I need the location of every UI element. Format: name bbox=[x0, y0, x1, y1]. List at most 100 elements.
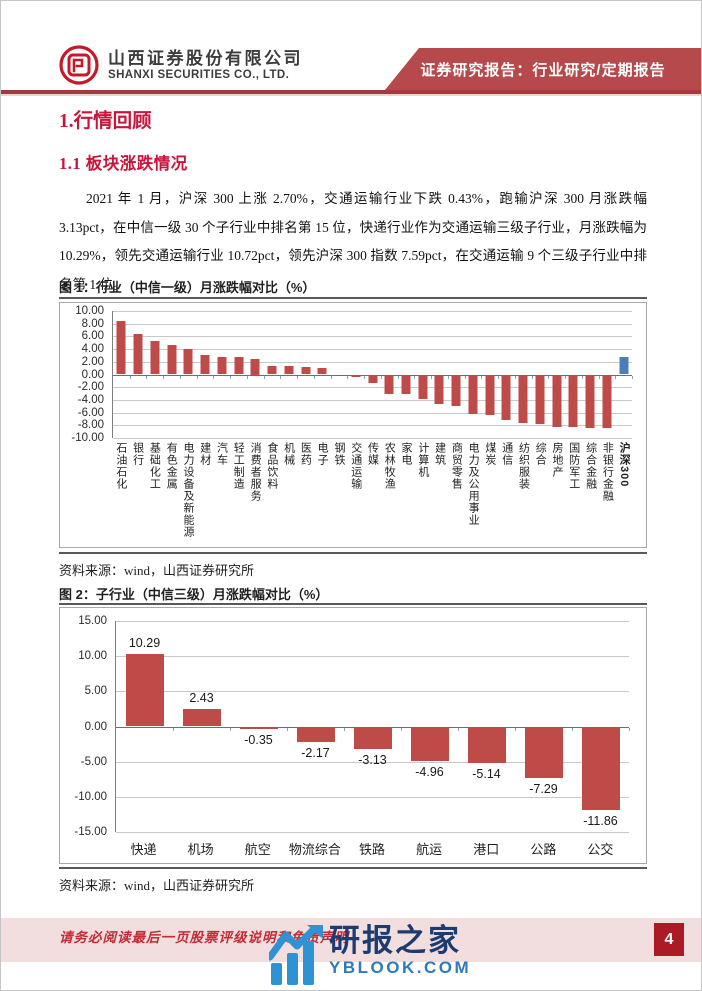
x-label-电力及公用事业: 电力及公用事业 bbox=[467, 442, 480, 526]
value-label-航运: -4.96 bbox=[415, 765, 444, 780]
gridline bbox=[113, 412, 632, 414]
bar-电力设备及新能源 bbox=[183, 349, 193, 375]
bar-基础化工 bbox=[150, 341, 160, 375]
watermark: 研报之家 YBLOOK.COM bbox=[266, 923, 471, 990]
y-tick-label: 2.00 bbox=[81, 355, 104, 368]
x-tick bbox=[146, 375, 148, 379]
page-number: 4 bbox=[654, 923, 684, 956]
x-label-食品饮料: 食品饮料 bbox=[265, 442, 278, 490]
company-logo-block: 山西证券股份有限公司 SHANXI SECURITIES CO., LTD. bbox=[59, 45, 303, 85]
figure2-source: 资料来源：wind，山西证券研究所 bbox=[59, 878, 255, 893]
figure2-top-rule bbox=[59, 603, 647, 605]
x-tick bbox=[548, 375, 550, 379]
gridline bbox=[113, 323, 632, 325]
x-tick bbox=[514, 375, 516, 379]
y-tick-label: 10.00 bbox=[78, 650, 107, 663]
gridline bbox=[116, 691, 629, 693]
x-label-铁路: 铁路 bbox=[358, 842, 386, 857]
x-tick bbox=[179, 375, 181, 379]
watermark-title: 研报之家 bbox=[329, 923, 461, 958]
bar-传媒 bbox=[368, 374, 377, 383]
figure1-plot-area bbox=[112, 311, 633, 439]
y-tick-label: -10.00 bbox=[74, 790, 107, 803]
x-tick bbox=[280, 375, 282, 379]
gridline bbox=[113, 399, 632, 401]
x-label-钢铁: 钢铁 bbox=[332, 442, 345, 466]
bar-公路 bbox=[524, 726, 563, 778]
bar-汽车 bbox=[217, 356, 227, 375]
bar-沪深300 bbox=[619, 357, 629, 375]
y-tick-label: -5.00 bbox=[80, 755, 107, 768]
x-label-物流综合: 物流综合 bbox=[288, 842, 341, 857]
y-tick-label: 5.00 bbox=[84, 685, 107, 698]
value-label-公交: -11.86 bbox=[583, 813, 618, 828]
x-label-公路: 公路 bbox=[530, 842, 557, 857]
x-tick bbox=[129, 375, 131, 379]
bar-铁路 bbox=[353, 726, 392, 749]
bar-医药 bbox=[301, 366, 311, 375]
bar-商贸零售 bbox=[451, 374, 461, 407]
bar-计算机 bbox=[418, 374, 428, 399]
x-tick bbox=[163, 375, 165, 379]
figure2-bottom-rule bbox=[59, 867, 647, 869]
figure2-y-axis: 15.00 10.00 5.00 0.00 -5.00 -10.00 -15.00 bbox=[60, 615, 113, 838]
gridline bbox=[113, 349, 632, 351]
y-tick-label: -10.00 bbox=[71, 432, 104, 444]
x-label-建筑: 建筑 bbox=[433, 442, 446, 466]
x-tick bbox=[230, 727, 231, 731]
x-tick bbox=[481, 375, 483, 379]
bar-有色金属 bbox=[167, 345, 177, 375]
x-tick bbox=[196, 375, 198, 379]
y-tick-label: 10.00 bbox=[75, 305, 104, 317]
x-tick bbox=[246, 375, 248, 379]
bar-电力及公用事业 bbox=[468, 374, 478, 414]
x-label-计算机: 计算机 bbox=[416, 442, 429, 478]
x-label-航空: 航空 bbox=[244, 842, 271, 857]
x-label-港口: 港口 bbox=[473, 842, 500, 857]
y-tick-label: -8.00 bbox=[77, 419, 104, 432]
y-tick-label: 6.00 bbox=[81, 330, 104, 343]
x-label-家电: 家电 bbox=[400, 442, 413, 466]
x-tick bbox=[364, 375, 366, 379]
x-tick bbox=[313, 375, 315, 379]
bar-轻工制造 bbox=[234, 357, 244, 375]
footer-band bbox=[1, 918, 701, 962]
x-label-农林牧渔: 农林牧渔 bbox=[383, 442, 396, 490]
x-tick bbox=[344, 727, 345, 731]
x-label-商贸零售: 商贸零售 bbox=[450, 442, 463, 490]
gridline bbox=[116, 621, 629, 622]
subsection-heading: 1.1 板块涨跌情况 bbox=[59, 154, 188, 173]
x-label-公交: 公交 bbox=[587, 842, 614, 857]
x-label-银行: 银行 bbox=[131, 442, 144, 466]
x-tick bbox=[464, 375, 466, 379]
x-label-消费者服务: 消费者服务 bbox=[249, 442, 262, 502]
bar-石油石化 bbox=[116, 321, 126, 375]
x-label-机械: 机械 bbox=[282, 442, 295, 466]
y-tick-label: 15.00 bbox=[78, 615, 107, 627]
x-tick bbox=[629, 727, 630, 731]
x-tick bbox=[287, 727, 288, 731]
figure1-x-axis: 石油石化 银行 基础化工 有色金属 电力设备及新能源 建材 汽车 轻工制造 消费者服务 食品饮料机… bbox=[112, 440, 632, 542]
bar-机场 bbox=[182, 709, 221, 727]
figure1-bottom-rule bbox=[59, 552, 647, 554]
figure1-y-axis: 10.00 8.00 6.00 4.00 2.00 0.00 -2.00 -4.00 -6.00… bbox=[60, 305, 110, 444]
bar-农林牧渔 bbox=[384, 374, 394, 394]
gridline bbox=[113, 361, 632, 363]
x-tick bbox=[347, 375, 349, 379]
x-tick bbox=[263, 375, 265, 379]
x-tick bbox=[447, 375, 449, 379]
figure1-chart: 10.00 8.00 6.00 4.00 2.00 0.00 -2.00 -4.00 -6.00… bbox=[59, 302, 647, 548]
y-tick-label: 8.00 bbox=[81, 317, 104, 330]
value-label-港口: -5.14 bbox=[472, 766, 501, 781]
gridline bbox=[116, 656, 629, 658]
bar-快递 bbox=[125, 654, 164, 727]
figure2-chart: 15.00 10.00 5.00 0.00 -5.00 -10.00 -15.00 10.2… bbox=[59, 607, 647, 864]
x-tick bbox=[380, 375, 382, 379]
x-label-电力设备及新能源: 电力设备及新能源 bbox=[181, 442, 194, 538]
x-label-通信: 通信 bbox=[500, 442, 513, 466]
section-heading: 1.行情回顾 bbox=[59, 111, 152, 132]
value-label-公路: -7.29 bbox=[529, 781, 558, 796]
value-label-机场: 2.43 bbox=[189, 691, 214, 706]
bar-航运 bbox=[410, 726, 449, 762]
x-label-建材: 建材 bbox=[198, 442, 211, 466]
